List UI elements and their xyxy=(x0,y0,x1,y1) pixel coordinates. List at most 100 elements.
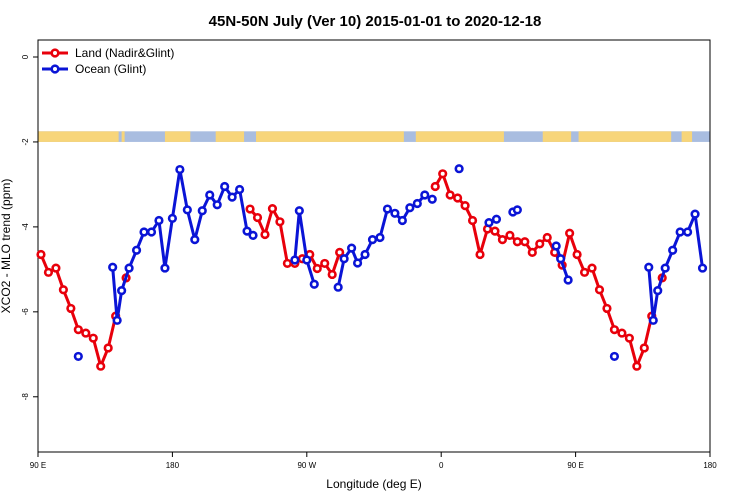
legend: Land (Nadir&Glint) Ocean (Glint) xyxy=(42,46,174,76)
band-land-segment xyxy=(578,131,672,142)
data-point-ocean xyxy=(212,200,222,210)
data-point-ocean xyxy=(146,227,157,237)
data-point-ocean xyxy=(644,262,654,272)
data-point-ocean xyxy=(242,226,252,236)
data-point-ocean xyxy=(660,263,670,273)
data-point-ocean xyxy=(352,258,363,268)
data-point-land xyxy=(327,269,337,280)
y-tick-label: -2 xyxy=(21,138,30,146)
legend-marker xyxy=(50,48,60,58)
data-point-land xyxy=(609,325,620,335)
plot-frame xyxy=(37,39,711,453)
data-point-ocean xyxy=(512,205,522,215)
data-point-ocean xyxy=(139,227,149,237)
data-point-ocean xyxy=(131,245,142,255)
y-tick-label: -6 xyxy=(21,308,30,316)
data-point-land xyxy=(73,325,83,335)
data-point-ocean xyxy=(235,184,245,195)
data-point-ocean xyxy=(197,206,207,216)
x-tick-label: 180 xyxy=(166,461,180,470)
data-point-ocean xyxy=(375,232,385,243)
data-point-ocean xyxy=(290,255,300,265)
series-ocean xyxy=(73,164,708,362)
data-point-land xyxy=(438,169,448,179)
x-tick-label: 90 W xyxy=(297,461,316,470)
data-point-land xyxy=(505,230,515,240)
data-point-ocean xyxy=(205,190,215,200)
data-point-ocean xyxy=(117,285,127,296)
data-point-land xyxy=(594,285,605,295)
series-line-ocean xyxy=(111,168,254,322)
data-point-ocean xyxy=(551,241,561,251)
band-land-segment xyxy=(38,131,119,142)
data-point-land xyxy=(475,249,485,260)
data-point-ocean xyxy=(294,206,304,216)
x-axis-label: Longitude (deg E) xyxy=(326,477,421,491)
data-point-ocean xyxy=(405,203,415,213)
data-point-ocean xyxy=(333,282,343,292)
data-point-ocean xyxy=(73,351,83,362)
x-tick-label: 180 xyxy=(703,461,717,470)
data-point-land xyxy=(572,249,582,260)
data-point-land xyxy=(579,267,590,277)
data-point-ocean xyxy=(367,235,378,245)
data-point-ocean xyxy=(397,215,407,226)
axis-ticks: 90 E 180 90 W 0 90 E 180 0 -2 -4 -6 -8 xyxy=(21,54,717,470)
data-point-ocean xyxy=(339,254,349,264)
band-land-segment xyxy=(164,131,191,142)
data-point-ocean xyxy=(227,192,237,202)
data-point-ocean xyxy=(412,198,422,209)
data-point-land xyxy=(51,263,61,273)
data-point-land xyxy=(103,343,113,353)
data-point-land xyxy=(88,333,98,343)
data-point-ocean xyxy=(360,249,370,260)
data-point-ocean xyxy=(427,194,437,204)
x-tick-label: 90 E xyxy=(567,461,583,470)
data-point-land xyxy=(542,232,552,243)
data-point-land xyxy=(632,361,642,371)
data-point-ocean xyxy=(682,227,693,237)
data-point-ocean xyxy=(648,315,658,325)
data-point-ocean xyxy=(220,181,230,192)
data-point-land xyxy=(43,267,54,277)
x-tick-label: 0 xyxy=(439,461,444,470)
data-point-ocean xyxy=(484,218,494,228)
data-point-ocean xyxy=(154,215,164,226)
data-point-ocean xyxy=(563,275,573,285)
data-point-land xyxy=(460,201,470,211)
data-point-ocean xyxy=(112,315,122,325)
data-point-land xyxy=(445,190,455,200)
band-land-segment xyxy=(215,131,245,142)
legend-marker xyxy=(50,64,60,74)
data-point-land xyxy=(527,247,537,257)
data-point-land xyxy=(430,181,440,192)
data-point-land xyxy=(320,258,330,269)
data-point-land xyxy=(520,237,530,247)
y-tick-label: 0 xyxy=(21,54,30,59)
data-point-land xyxy=(453,193,463,203)
data-point-ocean xyxy=(653,285,663,296)
data-point-ocean xyxy=(491,214,502,224)
data-point-land xyxy=(490,226,500,236)
band-land-segment xyxy=(121,131,125,142)
y-tick-label: -8 xyxy=(21,393,30,401)
series-layer xyxy=(36,164,708,371)
data-point-land xyxy=(624,333,634,343)
data-point-land xyxy=(467,215,478,226)
data-point-ocean xyxy=(382,204,393,214)
data-point-land xyxy=(66,303,76,314)
legend-entry-land: Land (Nadir&Glint) xyxy=(75,46,174,60)
data-point-land xyxy=(96,361,106,371)
band-land-segment xyxy=(256,131,404,142)
data-point-land xyxy=(282,258,292,269)
land-mask-band xyxy=(38,131,710,142)
data-point-land xyxy=(36,249,46,260)
data-point-ocean xyxy=(668,245,678,255)
data-point-land xyxy=(512,237,522,247)
x-tick-label: 90 E xyxy=(30,461,46,470)
data-point-land xyxy=(252,212,263,223)
data-point-land xyxy=(58,285,68,295)
data-point-ocean xyxy=(697,263,708,273)
data-point-ocean xyxy=(248,230,258,240)
